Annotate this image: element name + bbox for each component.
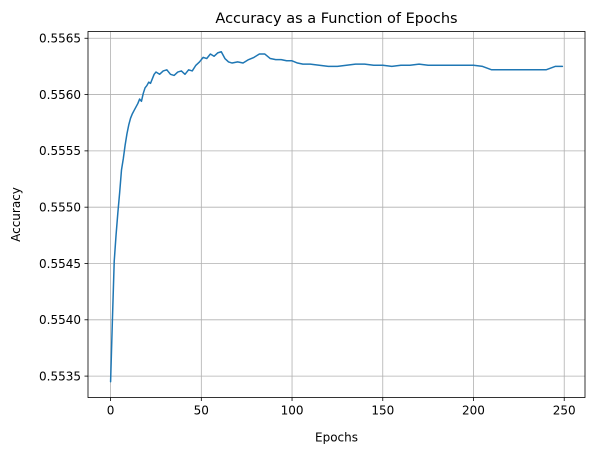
- y-tick-label: 0.5545: [39, 257, 81, 271]
- axes-frame: [88, 32, 585, 398]
- y-tick-label: 0.5565: [39, 32, 81, 46]
- y-axis-title: Accuracy: [9, 187, 23, 242]
- y-tick-label: 0.5540: [39, 313, 81, 327]
- x-tick-label: 250: [553, 404, 576, 418]
- y-tick-label: 0.5550: [39, 200, 81, 214]
- x-axis-title: Epochs: [315, 431, 358, 445]
- x-tick-label: 100: [281, 404, 304, 418]
- accuracy-series-line: [111, 52, 563, 382]
- x-tick-label: 150: [371, 404, 394, 418]
- y-tick-label: 0.5560: [39, 88, 81, 102]
- plot-area: [111, 52, 563, 382]
- y-tick-label: 0.5535: [39, 369, 81, 383]
- axis-ticks: 0 50 100 150 200 250 0.5535 0.5540 0.5545 0.5550 0…: [39, 32, 576, 418]
- grid-lines: [88, 32, 585, 398]
- x-tick-label: 0: [107, 404, 115, 418]
- x-tick-label: 200: [462, 404, 485, 418]
- chart-title: Accuracy as a Function of Epochs: [215, 11, 457, 27]
- x-tick-label: 50: [194, 404, 209, 418]
- y-tick-label: 0.5555: [39, 144, 81, 158]
